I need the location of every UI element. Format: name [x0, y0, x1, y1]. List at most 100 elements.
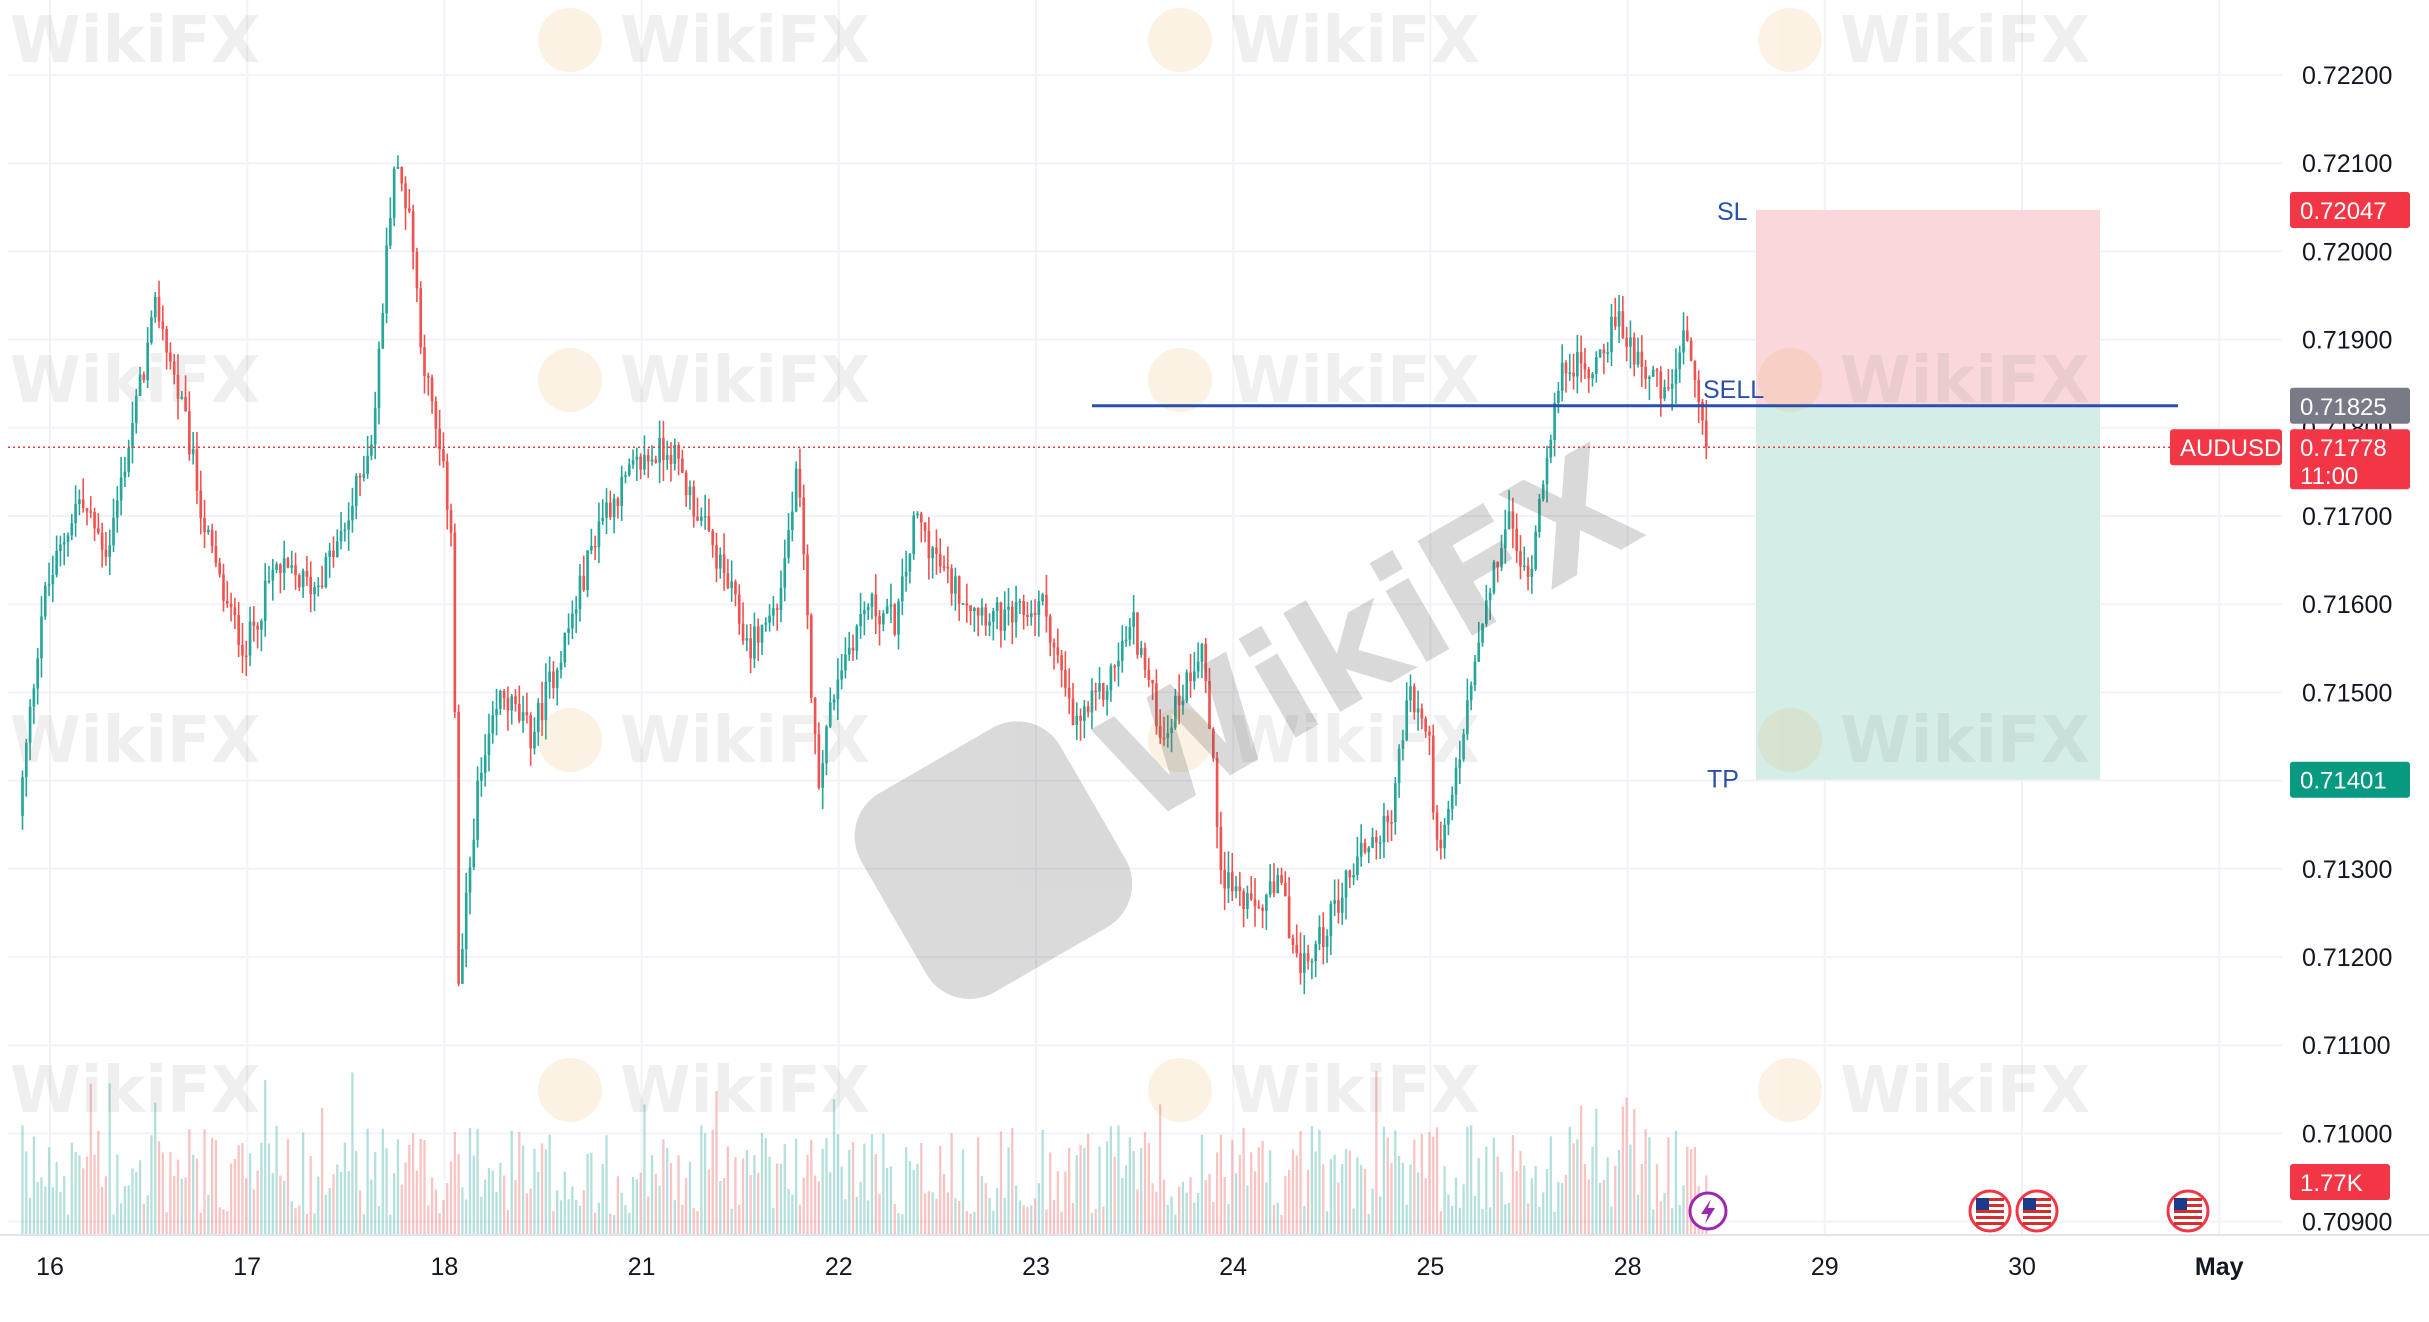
candle-body — [1196, 661, 1200, 672]
volume-bar — [734, 1156, 737, 1235]
volume-bar — [476, 1128, 479, 1235]
us-flag-event-icon[interactable] — [1968, 1189, 2012, 1233]
volume-bar — [233, 1158, 237, 1235]
candle-body — [93, 512, 96, 529]
candle-body — [1223, 870, 1226, 889]
volume-bar — [779, 1163, 783, 1235]
candle-body — [464, 892, 468, 950]
volume-bar — [1083, 1147, 1086, 1235]
lightning-event-icon[interactable] — [1688, 1191, 1728, 1231]
watermark-logo-icon — [1758, 708, 1822, 772]
candle-body — [131, 423, 134, 449]
candle-body — [1678, 352, 1682, 370]
volume-bar — [44, 1186, 47, 1235]
candle-body — [233, 607, 237, 616]
volume-bar — [719, 1181, 722, 1235]
volume-bar — [1583, 1164, 1587, 1235]
candle-body — [1602, 349, 1606, 354]
volume-bar — [385, 1148, 388, 1235]
candle-body — [745, 638, 749, 641]
candle-body — [1090, 690, 1094, 713]
volume-bar — [1007, 1147, 1010, 1235]
volume-bar — [787, 1189, 790, 1235]
volume-bar — [810, 1139, 813, 1235]
watermark-tile: WikiFX — [538, 4, 870, 78]
candle-body — [984, 607, 988, 626]
us-flag-event-icon[interactable] — [2166, 1189, 2210, 1233]
candle-body — [927, 530, 931, 559]
candle-body — [1704, 420, 1708, 448]
price-tick-label: 0.72100 — [2302, 150, 2392, 178]
volume-bar — [1200, 1134, 1204, 1235]
candle-body — [1215, 758, 1219, 827]
candle-body — [1454, 767, 1458, 795]
candle-body — [1083, 706, 1086, 721]
volume-bar — [1564, 1174, 1568, 1235]
volume-bar — [161, 1152, 164, 1235]
volume-bar — [586, 1153, 589, 1235]
candle-body — [1549, 440, 1553, 458]
volume-bar — [355, 1150, 358, 1235]
volume-bar — [1538, 1206, 1541, 1235]
candle-body — [1572, 372, 1575, 377]
volume-bar — [184, 1177, 187, 1235]
candle-body — [571, 613, 574, 629]
candle-body — [1409, 686, 1412, 701]
candle-body — [480, 772, 483, 781]
volume-bar — [973, 1211, 976, 1235]
candle-body — [1363, 842, 1367, 853]
candle-body — [407, 208, 411, 212]
candle-body — [806, 554, 809, 616]
entry-price-tag-text: 0.71825 — [2300, 394, 2387, 421]
volume-bar — [510, 1130, 513, 1235]
watermark-tile: WikiFX — [1148, 1054, 1480, 1128]
volume-bar — [840, 1166, 843, 1235]
volume-bar — [867, 1200, 870, 1235]
volume-bar — [1648, 1137, 1651, 1235]
price-tick-label: 0.71600 — [2302, 591, 2392, 619]
watermark-logo-icon — [1758, 8, 1822, 72]
candle-body — [699, 516, 703, 521]
candle-body — [809, 615, 813, 698]
candle-body — [1469, 685, 1473, 701]
candle-body — [510, 696, 514, 711]
volume-bar — [1470, 1125, 1473, 1235]
candle-body — [1139, 648, 1143, 655]
candle-body — [825, 726, 828, 764]
candle-body — [1682, 330, 1685, 353]
stop-loss-zone[interactable] — [1756, 209, 2100, 406]
volume-bar — [874, 1154, 877, 1235]
volume-bar — [832, 1099, 836, 1235]
volume-bar — [192, 1154, 195, 1235]
volume-bar — [578, 1205, 582, 1235]
candle-body — [1606, 352, 1610, 354]
candle-body — [1185, 672, 1189, 701]
volume-bar — [984, 1183, 987, 1235]
candle-body — [912, 515, 916, 555]
volume-bar — [1371, 1188, 1374, 1235]
volume-bar — [1037, 1183, 1040, 1235]
watermark-logo-icon — [1148, 708, 1212, 772]
time-axis[interactable]: 16 17 18 21 22 23 24 25 28 29 30 May — [36, 1253, 2244, 1281]
candle-body — [256, 625, 259, 630]
volume-bar — [419, 1138, 422, 1235]
price-tick-label: 0.71100 — [2302, 1032, 2391, 1060]
volume-bar — [108, 1083, 111, 1235]
watermark-tile: WikiFX — [10, 344, 260, 418]
candle-body — [176, 374, 180, 399]
volume-bar — [275, 1125, 278, 1235]
take-profit-zone[interactable] — [1756, 405, 2100, 780]
candle-body — [1693, 360, 1697, 381]
volume-bar — [241, 1143, 244, 1235]
candle-body — [878, 616, 881, 625]
candle-body — [718, 554, 722, 569]
candle-body — [1485, 600, 1488, 625]
candle-body — [965, 603, 969, 606]
candle-body — [1071, 698, 1075, 725]
candle-body — [275, 564, 278, 570]
volume-bar — [1022, 1205, 1025, 1235]
candle-body — [817, 733, 821, 788]
us-flag-event-icon[interactable] — [2015, 1189, 2059, 1233]
watermark-logo-icon — [538, 1058, 602, 1122]
